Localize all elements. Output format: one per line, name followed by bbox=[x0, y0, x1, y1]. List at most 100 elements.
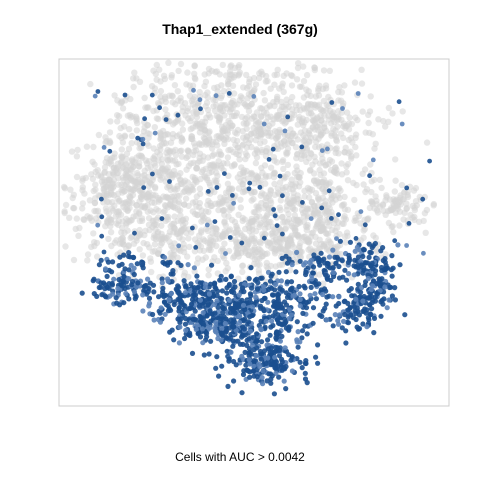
auc-positive-cell-point bbox=[385, 305, 390, 310]
auc-positive-cell-point bbox=[143, 283, 148, 288]
auc-positive-cell-point bbox=[166, 303, 171, 308]
background-cell-point bbox=[359, 80, 365, 86]
background-cell-point bbox=[254, 132, 260, 138]
background-cell-point bbox=[212, 108, 218, 114]
background-cell-point bbox=[153, 206, 159, 212]
auc-positive-cell-point bbox=[254, 331, 259, 336]
auc-positive-cell-point bbox=[367, 173, 372, 178]
background-cell-point bbox=[345, 161, 351, 167]
background-cell-point bbox=[263, 78, 269, 84]
background-cell-point bbox=[156, 198, 162, 204]
background-cell-point bbox=[89, 218, 95, 224]
background-cell-point bbox=[123, 162, 129, 168]
background-cell-point bbox=[263, 148, 269, 154]
background-cell-point bbox=[66, 215, 72, 221]
auc-positive-cell-point bbox=[281, 366, 286, 371]
background-cell-point bbox=[111, 203, 117, 209]
auc-positive-cell-point bbox=[230, 193, 235, 198]
auc-positive-cell-point bbox=[199, 315, 204, 320]
background-cell-point bbox=[256, 262, 262, 268]
auc-positive-cell-point bbox=[344, 278, 349, 283]
auc-positive-cell-point bbox=[200, 326, 205, 331]
auc-positive-cell-point bbox=[159, 305, 164, 310]
auc-positive-cell-point bbox=[288, 287, 293, 292]
auc-positive-cell-point bbox=[280, 193, 285, 198]
background-cell-point bbox=[148, 269, 154, 275]
auc-positive-cell-point bbox=[387, 285, 392, 290]
background-cell-point bbox=[279, 104, 285, 110]
background-cell-point bbox=[111, 92, 117, 98]
background-cell-point bbox=[336, 195, 342, 201]
background-cell-point bbox=[186, 244, 192, 250]
auc-positive-cell-point bbox=[140, 262, 145, 267]
background-cell-point bbox=[108, 217, 114, 223]
auc-positive-cell-point bbox=[273, 213, 278, 218]
auc-positive-cell-point bbox=[252, 358, 257, 363]
background-cell-point bbox=[145, 196, 151, 202]
background-cell-point bbox=[327, 68, 333, 74]
auc-positive-cell-point bbox=[132, 289, 137, 294]
auc-positive-cell-point bbox=[132, 231, 137, 236]
auc-positive-cell-point bbox=[237, 320, 242, 325]
background-cell-point bbox=[96, 132, 102, 138]
background-cell-point bbox=[411, 214, 417, 220]
background-cell-point bbox=[160, 193, 166, 199]
auc-positive-cell-point bbox=[330, 248, 335, 253]
auc-positive-cell-point bbox=[303, 270, 308, 275]
background-cell-point bbox=[252, 247, 258, 253]
auc-positive-cell-point bbox=[201, 321, 206, 326]
background-cell-point bbox=[362, 166, 368, 172]
background-cell-point bbox=[119, 235, 125, 241]
background-cell-point bbox=[219, 233, 225, 239]
background-cell-point bbox=[243, 150, 249, 156]
auc-positive-cell-point bbox=[204, 313, 209, 318]
auc-positive-cell-point bbox=[240, 342, 245, 347]
background-cell-point bbox=[193, 111, 199, 117]
auc-positive-cell-point bbox=[102, 250, 107, 255]
auc-positive-cell-point bbox=[262, 236, 267, 241]
background-cell-point bbox=[168, 223, 174, 229]
background-cell-point bbox=[181, 273, 187, 279]
background-cell-point bbox=[368, 93, 374, 99]
auc-positive-cell-point bbox=[252, 347, 257, 352]
auc-positive-cell-point bbox=[228, 350, 233, 355]
auc-positive-cell-point bbox=[123, 93, 128, 98]
auc-positive-cell-point bbox=[364, 324, 369, 329]
background-cell-point bbox=[200, 122, 206, 128]
background-cell-point bbox=[370, 232, 376, 238]
background-cell-point bbox=[327, 157, 333, 163]
background-cell-point bbox=[264, 213, 270, 219]
auc-positive-cell-point bbox=[107, 149, 112, 154]
background-cell-point bbox=[170, 121, 176, 127]
background-cell-point bbox=[74, 153, 80, 159]
auc-positive-cell-point bbox=[279, 334, 284, 339]
auc-positive-cell-point bbox=[177, 324, 182, 329]
background-cell-point bbox=[162, 132, 168, 138]
auc-positive-cell-point bbox=[352, 272, 357, 277]
auc-positive-cell-point bbox=[300, 311, 305, 316]
auc-positive-cell-point bbox=[258, 185, 263, 190]
background-cell-point bbox=[116, 113, 122, 119]
auc-positive-cell-point bbox=[135, 261, 140, 266]
background-cell-point bbox=[169, 245, 175, 251]
background-cell-point bbox=[226, 76, 232, 82]
auc-positive-cell-point bbox=[162, 255, 167, 260]
background-cell-point bbox=[263, 202, 269, 208]
auc-positive-cell-point bbox=[186, 306, 191, 311]
background-cell-point bbox=[348, 153, 354, 159]
background-cell-point bbox=[261, 139, 267, 145]
background-cell-point bbox=[244, 244, 250, 250]
background-cell-point bbox=[150, 218, 156, 224]
background-cell-point bbox=[280, 157, 286, 163]
background-cell-point bbox=[220, 62, 226, 68]
background-cell-point bbox=[223, 268, 229, 274]
background-cell-point bbox=[95, 167, 101, 173]
auc-positive-cell-point bbox=[392, 285, 397, 290]
auc-positive-cell-point bbox=[99, 197, 104, 202]
background-cell-point bbox=[197, 89, 203, 95]
auc-positive-cell-point bbox=[275, 345, 280, 350]
auc-positive-cell-point bbox=[371, 278, 376, 283]
background-cell-point bbox=[284, 198, 290, 204]
auc-positive-cell-point bbox=[328, 278, 333, 283]
auc-positive-cell-point bbox=[232, 279, 237, 284]
